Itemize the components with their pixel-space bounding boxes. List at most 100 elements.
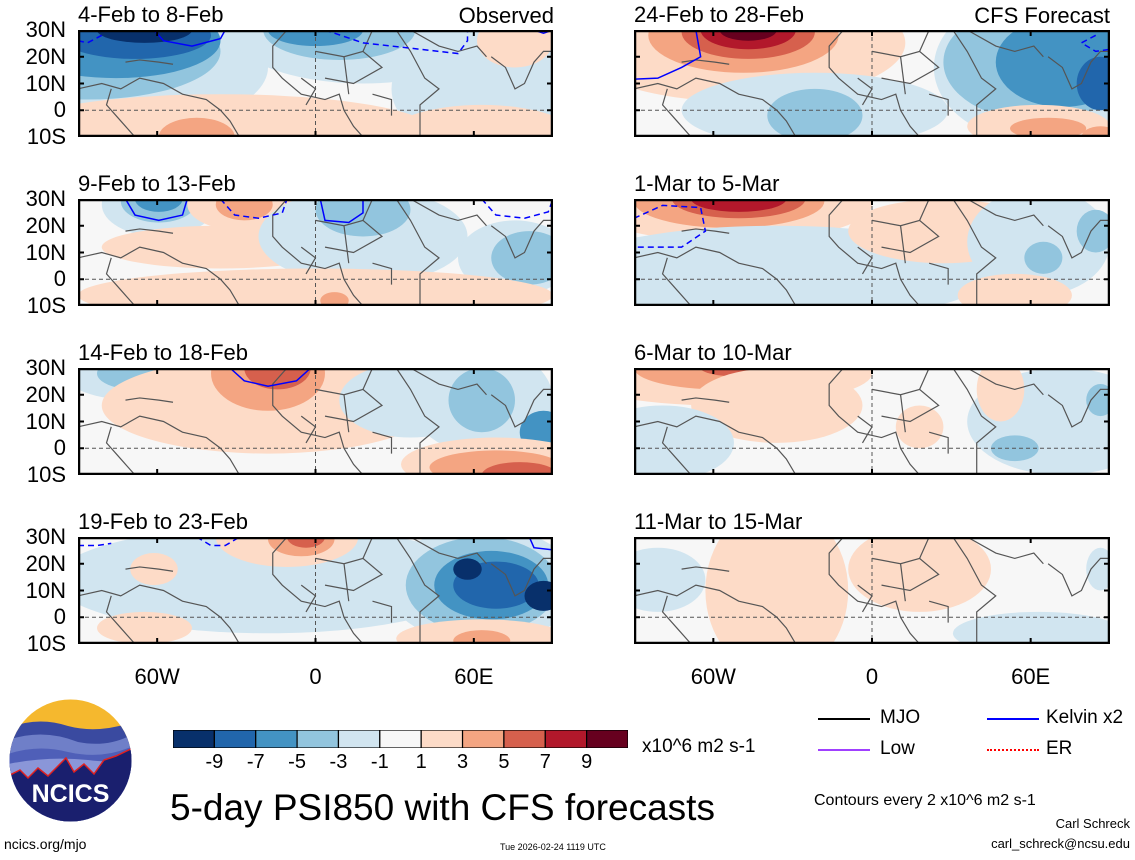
colorbar-tick-label: -7 <box>246 751 265 773</box>
coastline <box>410 199 487 227</box>
anomaly-region <box>1076 56 1110 111</box>
coastline <box>899 225 906 264</box>
coastline <box>125 566 174 572</box>
coastline <box>928 93 949 116</box>
kelvin-contour <box>634 204 707 248</box>
anomaly-region <box>524 580 553 611</box>
anomaly-region <box>491 231 553 285</box>
anomaly-region <box>386 104 553 137</box>
coastline <box>272 537 364 644</box>
lat-tick-label: 10N <box>25 239 66 265</box>
anomaly-region <box>97 611 192 644</box>
anomaly-region <box>895 405 944 449</box>
coastline <box>315 557 384 592</box>
kelvin-contour <box>78 34 103 44</box>
colorbar-tick-label: 7 <box>539 751 551 773</box>
coastline <box>1047 219 1110 259</box>
coastline <box>928 262 949 285</box>
legend-kelvin-label: Kelvin x2 <box>1046 707 1124 728</box>
colorbar-tick-label: 9 <box>581 751 593 773</box>
colorbar-swatch <box>213 730 257 748</box>
coastline <box>899 563 906 602</box>
figure-title: 5-day PSI850 with CFS forecasts <box>170 787 715 828</box>
coastline <box>372 262 393 285</box>
coastline <box>966 368 1044 396</box>
kelvin-contour <box>481 199 553 220</box>
anomaly-region <box>135 199 183 212</box>
coastline <box>952 30 997 137</box>
lat-tick-label: 20N <box>25 212 66 238</box>
coastline <box>125 228 174 234</box>
coastline <box>78 77 241 137</box>
coastline <box>343 225 350 264</box>
coastline <box>125 59 174 65</box>
coastline <box>78 584 241 644</box>
coastline <box>899 394 906 433</box>
coastline <box>105 88 136 137</box>
lat-tick-label: 10N <box>25 408 66 434</box>
panel-title: 11-Mar to 15-Mar <box>634 509 803 534</box>
coastline <box>1047 388 1110 428</box>
site-url[interactable]: ncics.org/mjo <box>4 836 87 852</box>
kelvin-contour <box>324 30 469 55</box>
coastline <box>315 388 384 423</box>
anomaly-region <box>952 611 1110 644</box>
anomaly-region <box>78 268 553 306</box>
anomaly-region <box>1024 241 1063 274</box>
colorbar-tick-label: -1 <box>370 751 389 773</box>
coastline <box>919 537 930 559</box>
anomaly-region <box>634 547 706 612</box>
kelvin-contour <box>219 199 288 220</box>
coastline <box>490 557 553 597</box>
coastline <box>919 30 930 52</box>
lat-tick-label: 30N <box>25 186 66 211</box>
lat-tick-label: 30N <box>25 524 66 549</box>
coastline <box>661 426 692 475</box>
coastline <box>1047 557 1110 597</box>
colorbar-units: x10^6 m2 s-1 <box>642 736 756 757</box>
anomaly-region <box>78 537 482 634</box>
lat-tick-label: 20N <box>25 550 66 576</box>
coastline <box>362 199 374 221</box>
lon-tick-label: 60W <box>134 664 180 689</box>
coastline <box>315 219 384 254</box>
lat-tick-label: 0 <box>53 435 66 461</box>
coastline <box>315 50 384 85</box>
lat-tick-label: 20N <box>25 381 66 407</box>
coastline <box>966 30 1044 58</box>
author-email[interactable]: carl_schreck@ncsu.edu <box>991 836 1130 851</box>
panel-title: 9-Feb to 13-Feb <box>78 171 236 196</box>
coastline <box>828 537 921 644</box>
colorbar-swatch <box>461 730 505 748</box>
coastline <box>105 257 136 306</box>
anomaly-region <box>976 368 1025 422</box>
panel-title: 4-Feb to 8-Feb <box>78 2 224 27</box>
anomaly-region <box>719 30 777 41</box>
observed-label: Observed <box>458 3 554 28</box>
anomaly-region <box>97 30 192 43</box>
coastline <box>343 394 350 433</box>
map-panel <box>634 537 1110 644</box>
coastline <box>634 584 797 644</box>
lat-tick-label: 10N <box>25 70 66 96</box>
coastline <box>105 426 136 475</box>
coastline <box>272 30 364 137</box>
panel-title: 14-Feb to 18-Feb <box>78 340 248 365</box>
coastline <box>661 88 692 137</box>
anomaly-region <box>767 88 863 137</box>
coastline <box>871 219 940 254</box>
map-panel <box>634 199 1110 306</box>
colorbar-tick-label: -9 <box>205 751 224 773</box>
colorbar-tick-label: 3 <box>456 751 469 773</box>
coastline <box>410 30 487 58</box>
colorbar-tick-label: -3 <box>329 751 348 773</box>
timestamp: Tue 2026-02-24 1119 UTC <box>500 842 606 852</box>
coastline <box>966 537 1044 565</box>
coastline <box>372 600 393 623</box>
coastline <box>634 246 797 306</box>
coastline <box>634 77 797 137</box>
colorbar-swatch <box>296 730 340 748</box>
panel-title: 19-Feb to 23-Feb <box>78 509 248 534</box>
coastline <box>828 368 921 475</box>
anomaly-region <box>1010 117 1087 137</box>
